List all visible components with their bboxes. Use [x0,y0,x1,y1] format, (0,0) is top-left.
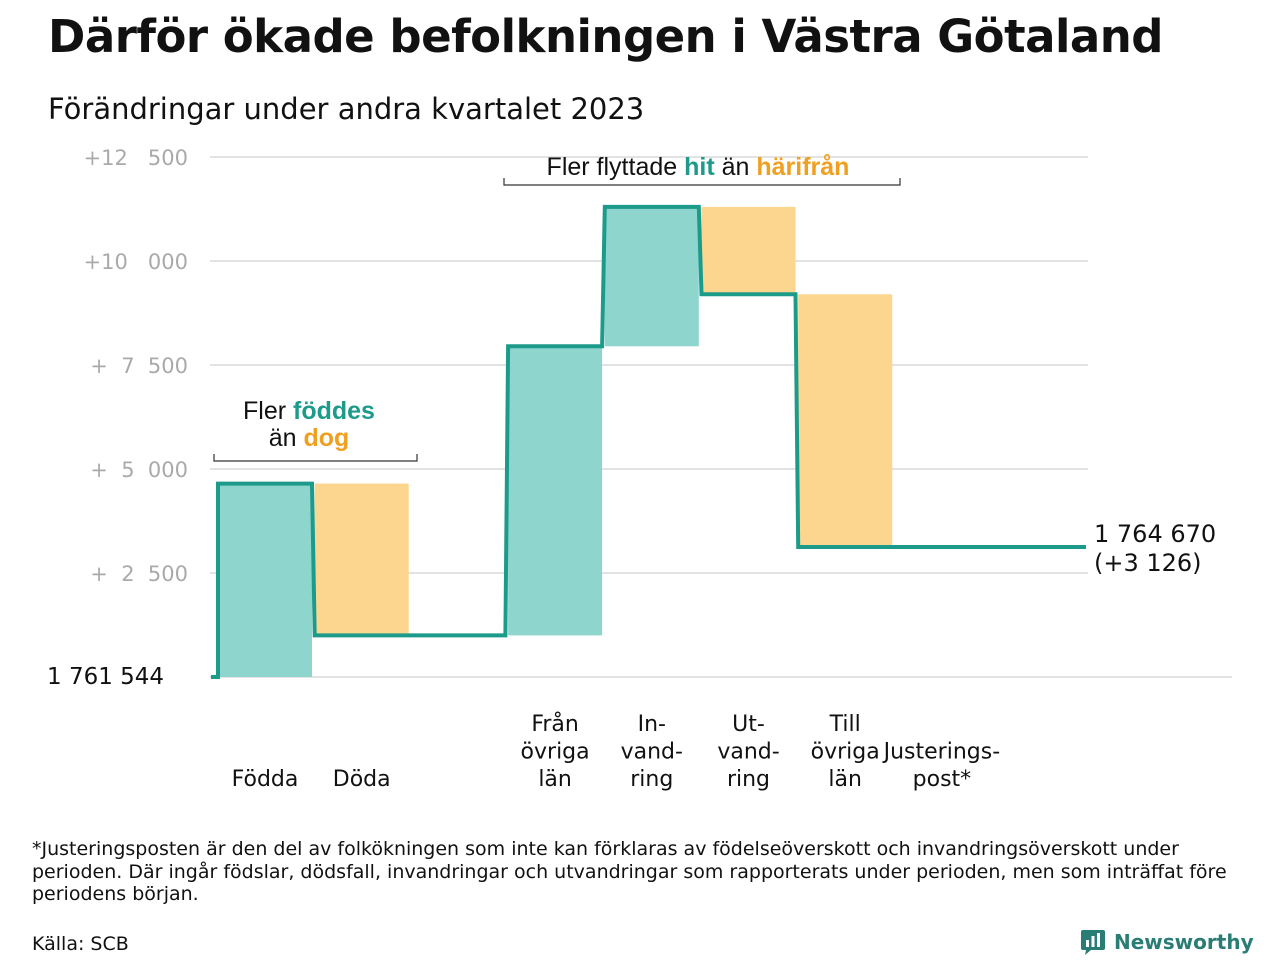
x-label-till-ovriga-lan: övriga [811,740,880,765]
step-line [211,204,1086,679]
bar-doda [314,483,409,636]
x-label-fran-ovriga-lan: övriga [521,740,590,765]
migration-anno-prefix: Fler flyttade [547,153,685,181]
page-title: Därför ökade befolkningen i Västra Götal… [48,10,1164,63]
footnote: *Justeringsposten är den del av folkökni… [32,838,1227,905]
migration-anno-middle: än [715,153,757,181]
x-label-fran-ovriga-lan: län [538,767,572,792]
grid-lines: + 2 500 + 5 000 + 7 500 +10 000 +12 500 [84,146,1232,678]
bar-fran-ovriga-lan [508,346,603,636]
migration-anno-hit: hit [684,153,715,181]
brand-name: Newsworthy [1114,930,1254,954]
baseline-label: 1 761 544 [47,664,164,690]
end-change-label: (+3 126) [1094,549,1202,577]
x-label-doda: Döda [333,767,391,792]
bars [218,206,893,677]
bar-chart-bubble-icon [1081,930,1105,955]
end-total-label: 1 764 670 [1094,520,1216,548]
svg-text:Fler flyttade hit än härifrån: Fler flyttade hit än härifrån [547,153,850,181]
births-anno-hit2: dog [303,424,349,452]
cumulative-step-line [211,204,1086,679]
source-label: Källa: SCB [32,933,129,955]
y-tick-label: + 5 000 [90,458,188,482]
births-anno-prefix: Fler [243,397,293,425]
migration-annotation: Fler flyttade hit än härifrån [503,153,901,186]
x-label-till-ovriga-lan: Till [829,712,861,737]
bar-utvandring [701,206,796,295]
births-bracket [213,454,418,462]
waterfall-chart: + 2 500 + 5 000 + 7 500 +10 000 +12 500 Född… [47,146,1232,792]
migration-bracket [503,178,901,186]
bar-invandring [604,206,699,347]
y-tick-label: + 2 500 [90,562,188,586]
x-label-invandring: vand- [621,740,683,765]
bar-till-ovriga-lan [798,294,893,547]
bar-fodda [218,483,312,677]
y-tick-label: + 7 500 [90,354,188,378]
births-anno-hit: föddes [293,397,375,425]
y-tick-label: +12 500 [84,146,188,170]
svg-text:än dog: än dog [269,424,350,452]
x-label-justeringspost: Justerings- [882,740,1001,765]
axis-labels: Födda DödaFrånövrigalänIn-vand-ringUt-van… [232,711,1001,792]
births-anno-prefix2: än [269,424,304,452]
x-label-invandring: In- [638,712,666,737]
x-label-justeringspost: post* [913,767,972,792]
x-label-fodda: Födda [232,767,299,792]
x-label-fran-ovriga-lan: Från [531,711,579,737]
svg-text:Fler föddes: Fler föddes [243,397,375,425]
births-annotation: Fler föddes än dog [213,397,418,462]
brand-logo: Newsworthy [1080,928,1254,956]
x-label-utvandring: vand- [717,740,779,765]
page-subtitle: Förändringar under andra kvartalet 2023 [48,92,645,126]
x-label-till-ovriga-lan: län [828,767,862,792]
x-label-invandring: ring [630,767,673,792]
y-tick-label: +10 000 [84,250,188,274]
migration-anno-hit2: härifrån [756,153,849,181]
x-label-utvandring: Ut- [732,712,765,737]
x-label-utvandring: ring [727,767,770,792]
